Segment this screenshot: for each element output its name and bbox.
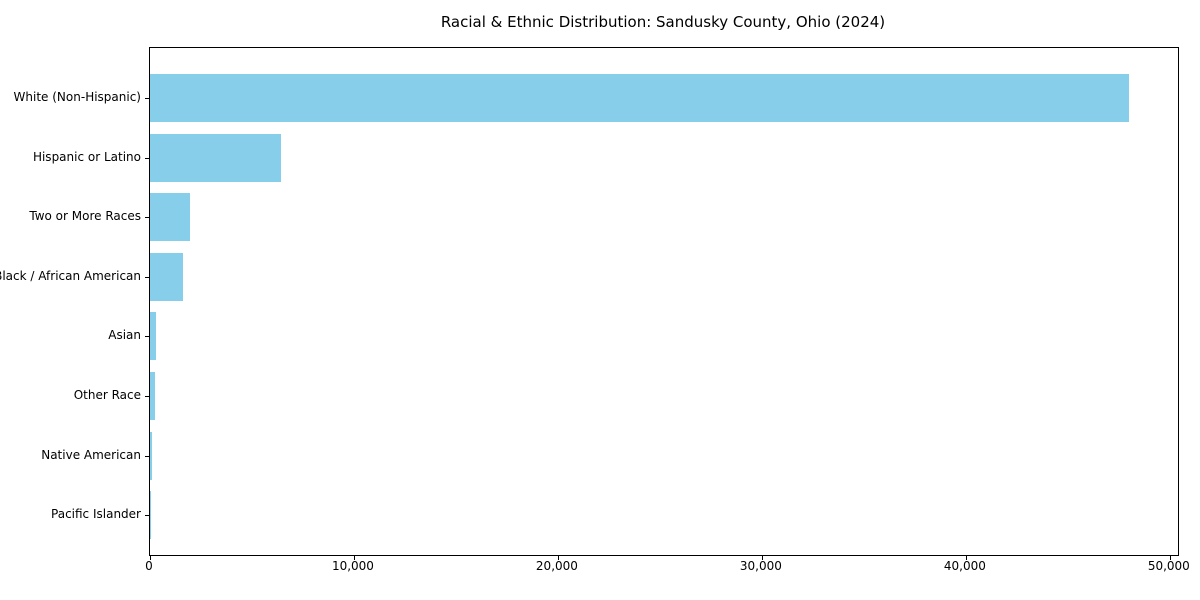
y-axis-label-white-non-hispanic: White (Non-Hispanic): [13, 90, 141, 104]
y-tick-mark: [145, 217, 150, 219]
y-axis-label-other-race: Other Race: [73, 388, 141, 402]
x-axis-label-40-000: 40,000: [943, 559, 986, 573]
y-tick-mark: [145, 396, 150, 397]
x-axis-label-20-000: 20,000: [535, 559, 578, 573]
x-tick-mark: [557, 555, 559, 560]
x-tick-mark: [353, 555, 355, 560]
chart-title: Racial & Ethnic Distribution: Sandusky C…: [440, 13, 886, 31]
y-axis-label-black-african-american: Black / African American: [0, 268, 141, 283]
y-tick-mark: [145, 455, 150, 457]
plot-area: [145, 47, 1179, 560]
y-tick-mark: [145, 276, 150, 278]
bar-native-american: [150, 431, 152, 480]
x-axis-label-30-000: 30,000: [739, 559, 782, 573]
y-tick-mark: [145, 515, 150, 517]
bar-black-african-american: [150, 252, 183, 301]
x-tick-mark: [1169, 555, 1171, 560]
bar-other-race: [150, 372, 156, 420]
y-tick-mark: [145, 98, 150, 99]
y-axis-label-native-american: Native American: [41, 447, 141, 462]
y-tick-mark: [145, 336, 150, 338]
x-axis-label-10-000: 10,000: [331, 559, 374, 573]
bar-two-or-more-races: [150, 193, 190, 242]
x-tick-mark: [761, 555, 763, 560]
x-tick-mark: [150, 555, 151, 560]
y-axis-label-hispanic-or-latino: Hispanic or Latino: [32, 149, 141, 164]
y-tick-mark: [145, 157, 150, 159]
bar-white-non-hispanic: [150, 74, 1130, 122]
y-axis-label-two-or-more-races: Two or More Races: [29, 209, 141, 224]
bar-asian: [150, 312, 157, 361]
x-tick-mark: [965, 555, 967, 560]
x-axis-label-50-000: 50,000: [1147, 559, 1190, 573]
x-axis-label-0: 0: [145, 559, 153, 573]
y-axis-label-asian: Asian: [108, 328, 141, 343]
bar-hispanic-or-latino: [150, 133, 281, 182]
y-axis-label-pacific-islander: Pacific Islander: [51, 507, 141, 522]
